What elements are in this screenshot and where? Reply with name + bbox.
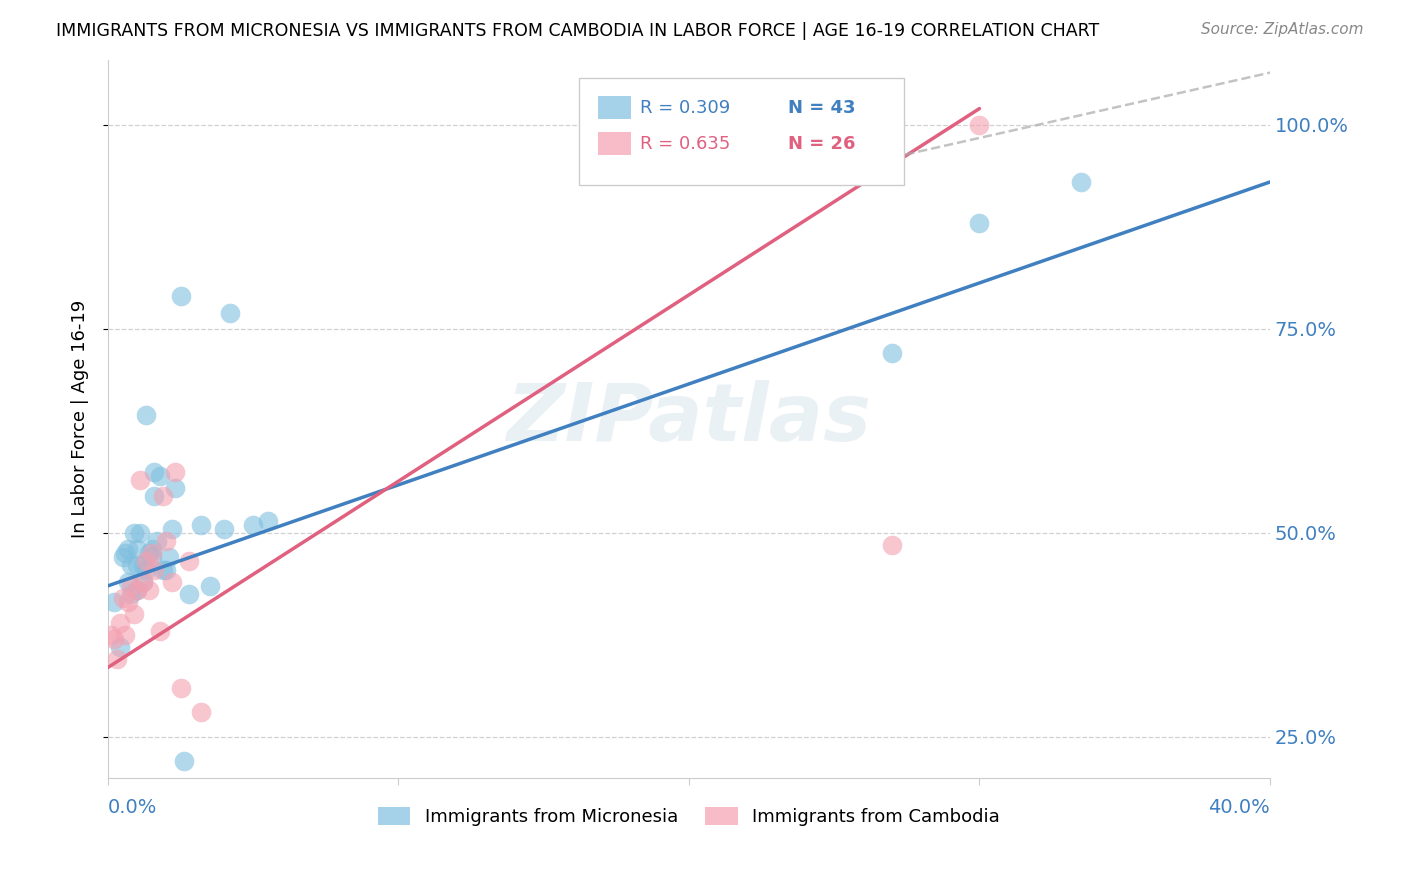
Point xyxy=(111,550,134,565)
Point xyxy=(132,558,155,573)
Point xyxy=(969,216,991,230)
Text: 0.0%: 0.0% xyxy=(108,798,157,817)
Point xyxy=(256,514,278,528)
Point xyxy=(103,632,125,646)
Point xyxy=(125,582,148,597)
Point xyxy=(184,811,207,825)
Point xyxy=(103,595,125,609)
Point xyxy=(125,558,148,573)
Text: N = 26: N = 26 xyxy=(787,135,855,153)
Point xyxy=(105,652,128,666)
Point xyxy=(143,489,166,503)
Bar xyxy=(599,96,631,120)
Point xyxy=(129,525,152,540)
Point xyxy=(132,574,155,589)
Point xyxy=(117,574,139,589)
Point xyxy=(120,579,142,593)
Text: N = 43: N = 43 xyxy=(787,99,855,117)
Point xyxy=(100,628,122,642)
Text: R = 0.309: R = 0.309 xyxy=(640,99,731,117)
Point xyxy=(190,517,212,532)
Point xyxy=(141,550,163,565)
Point xyxy=(149,624,172,638)
Point xyxy=(207,868,229,882)
Bar xyxy=(599,132,631,155)
Point xyxy=(122,525,145,540)
Point xyxy=(108,640,131,654)
Point xyxy=(146,533,169,548)
Point xyxy=(149,468,172,483)
Point xyxy=(108,615,131,630)
Point xyxy=(1070,175,1092,189)
Point xyxy=(882,538,904,552)
Point xyxy=(125,582,148,597)
Point xyxy=(155,562,177,576)
Text: Source: ZipAtlas.com: Source: ZipAtlas.com xyxy=(1201,22,1364,37)
Point xyxy=(129,473,152,487)
Point xyxy=(117,595,139,609)
Point xyxy=(135,562,157,576)
Point xyxy=(173,754,195,768)
Point xyxy=(111,591,134,605)
Point xyxy=(114,628,136,642)
Point xyxy=(141,542,163,557)
Point xyxy=(135,408,157,422)
Point xyxy=(169,681,191,695)
Point xyxy=(169,289,191,303)
Point xyxy=(212,522,235,536)
Text: 40.0%: 40.0% xyxy=(1208,798,1270,817)
Point xyxy=(125,542,148,557)
Point xyxy=(152,489,174,503)
Point xyxy=(138,582,160,597)
Y-axis label: In Labor Force | Age 16-19: In Labor Force | Age 16-19 xyxy=(72,300,89,538)
Point xyxy=(135,554,157,568)
Point xyxy=(117,542,139,557)
Point xyxy=(160,574,183,589)
Point xyxy=(120,558,142,573)
Point xyxy=(120,587,142,601)
Point xyxy=(163,465,186,479)
Point xyxy=(163,481,186,495)
Point xyxy=(132,574,155,589)
Point xyxy=(179,587,201,601)
Point xyxy=(969,118,991,132)
FancyBboxPatch shape xyxy=(579,78,904,186)
Text: ZIPatlas: ZIPatlas xyxy=(506,380,872,458)
Point xyxy=(122,607,145,622)
Point xyxy=(143,562,166,576)
Point xyxy=(152,562,174,576)
Point xyxy=(198,579,221,593)
Point xyxy=(141,546,163,560)
Point xyxy=(179,554,201,568)
Point xyxy=(882,346,904,360)
Point xyxy=(143,465,166,479)
Point xyxy=(114,546,136,560)
Point xyxy=(155,533,177,548)
Text: R = 0.635: R = 0.635 xyxy=(640,135,731,153)
Point xyxy=(190,706,212,720)
Point xyxy=(219,305,242,319)
Point xyxy=(138,546,160,560)
Point xyxy=(157,550,180,565)
Point xyxy=(160,522,183,536)
Point xyxy=(242,517,264,532)
Legend: Immigrants from Micronesia, Immigrants from Cambodia: Immigrants from Micronesia, Immigrants f… xyxy=(378,806,1000,826)
Text: IMMIGRANTS FROM MICRONESIA VS IMMIGRANTS FROM CAMBODIA IN LABOR FORCE | AGE 16-1: IMMIGRANTS FROM MICRONESIA VS IMMIGRANTS… xyxy=(56,22,1099,40)
